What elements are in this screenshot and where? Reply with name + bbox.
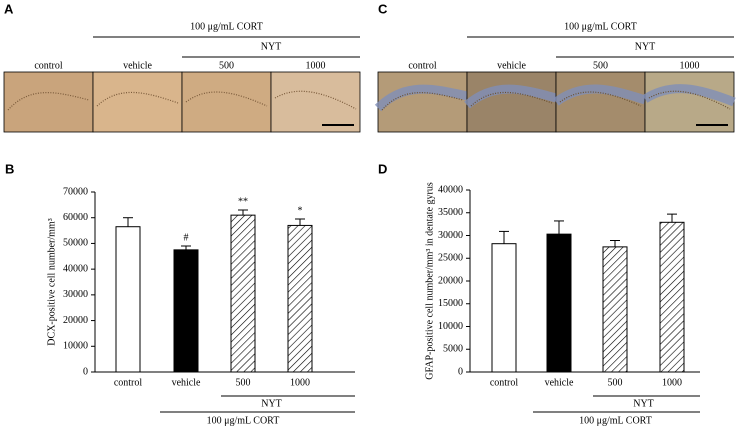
- column-label: control: [408, 60, 437, 71]
- x-tick-label: control: [490, 377, 519, 388]
- bar: [287, 224, 313, 373]
- bar: [173, 249, 199, 373]
- x-tick-label: control: [114, 377, 143, 388]
- y-tick-label: 0: [458, 366, 463, 377]
- y-tick-label: 40000: [63, 263, 88, 274]
- y-tick-label: 30000: [438, 230, 463, 241]
- bar: [659, 221, 685, 373]
- panel-label: C: [378, 1, 388, 16]
- y-tick-label: 35000: [438, 207, 463, 218]
- x-tick-label: 500: [608, 377, 623, 388]
- x-tick-label: 500: [236, 377, 251, 388]
- group-label: 100 μg/mL CORT: [579, 415, 652, 426]
- panel-label: B: [5, 161, 14, 176]
- micrograph: [92, 71, 183, 133]
- x-tick-label: 1000: [290, 377, 310, 388]
- y-axis-label: GFAP-positive cell number/mm³ in dentate…: [424, 182, 435, 380]
- y-tick-label: 15000: [438, 298, 463, 309]
- y-tick-label: 5000: [443, 344, 463, 355]
- x-tick-label: 1000: [662, 377, 682, 388]
- annotation: **: [238, 196, 248, 207]
- y-tick-label: 10000: [63, 341, 88, 352]
- x-tick-label: vehicle: [172, 377, 201, 388]
- column-label: 1000: [680, 60, 700, 71]
- x-tick-label: vehicle: [545, 377, 574, 388]
- annotation: #: [184, 232, 189, 243]
- micrograph: [466, 71, 557, 133]
- micrograph-layer: [185, 91, 268, 107]
- bar: [115, 226, 141, 373]
- column-label: vehicle: [123, 60, 152, 71]
- y-tick-label: 25000: [438, 253, 463, 264]
- y-tick-label: 50000: [63, 238, 88, 249]
- column-label: 500: [593, 60, 608, 71]
- y-tick-label: 30000: [63, 289, 88, 300]
- micrograph-layer: [648, 90, 731, 110]
- bar: [602, 246, 628, 373]
- bar: [546, 233, 572, 373]
- micrograph-layer: [642, 84, 736, 107]
- y-tick-label: 20000: [63, 315, 88, 326]
- micrograph: [181, 71, 272, 133]
- bar: [491, 243, 517, 373]
- micrograph-layer: [274, 90, 357, 110]
- y-tick-label: 70000: [63, 186, 88, 197]
- y-tick-label: 20000: [438, 275, 463, 286]
- micrograph-layer: [374, 84, 468, 112]
- column-label: vehicle: [497, 60, 526, 71]
- group-label: 100 μg/mL CORT: [564, 21, 637, 32]
- micrograph-layer: [464, 84, 558, 109]
- group-label: NYT: [261, 41, 282, 52]
- group-label: 100 μg/mL CORT: [190, 21, 263, 32]
- bar: [230, 214, 256, 373]
- panel-label: D: [378, 161, 387, 176]
- micrograph-layer: [553, 84, 647, 106]
- y-tick-label: 40000: [438, 184, 463, 195]
- column-label: 1000: [306, 60, 326, 71]
- micrograph: [555, 71, 646, 133]
- y-tick-label: 10000: [438, 321, 463, 332]
- group-label: NYT: [635, 41, 656, 52]
- panel-label: A: [4, 1, 14, 16]
- group-label: 100 μg/mL CORT: [207, 415, 280, 426]
- y-tick-label: 0: [83, 366, 88, 377]
- micrograph-layer: [470, 91, 553, 107]
- column-label: control: [34, 60, 63, 71]
- micrograph: [644, 71, 735, 133]
- micrograph: [270, 71, 361, 133]
- annotation: *: [298, 205, 303, 216]
- micrograph-layer: [96, 91, 179, 107]
- y-axis-label: DCX-positive cell number/mm³: [46, 218, 57, 345]
- group-label: NYT: [633, 398, 654, 409]
- column-label: 500: [219, 60, 234, 71]
- y-tick-label: 60000: [63, 212, 88, 223]
- group-label: NYT: [261, 398, 282, 409]
- micrograph-layer: [559, 91, 642, 107]
- micrograph: [3, 71, 94, 133]
